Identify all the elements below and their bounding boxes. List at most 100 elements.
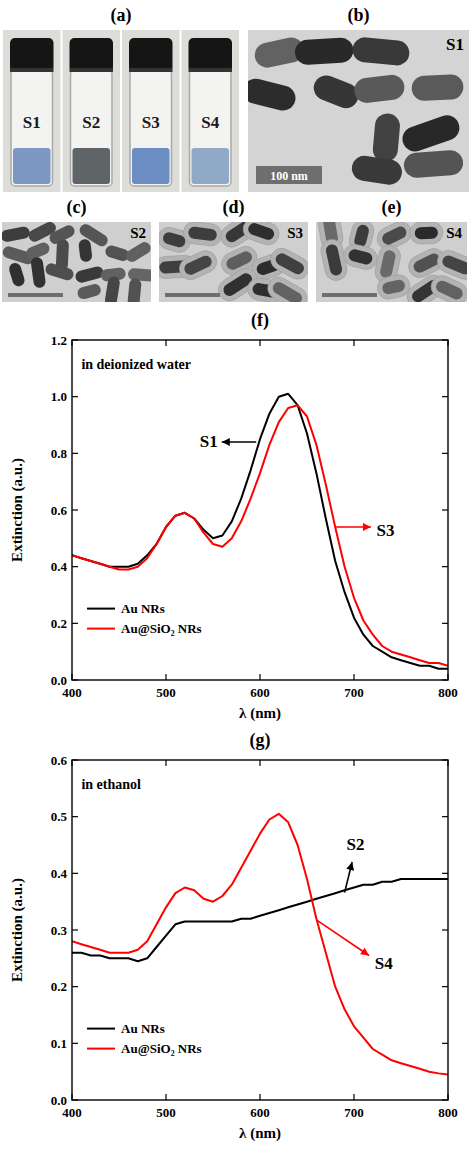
x-tick-label: 700 <box>344 685 364 700</box>
panel-image <box>3 30 239 192</box>
vial-liquid <box>13 148 51 184</box>
vial-glass <box>71 70 113 186</box>
x-tick-top <box>353 340 354 346</box>
annotation-arrow-head <box>346 862 354 871</box>
gold-core <box>44 262 75 282</box>
nanorod <box>353 73 406 104</box>
photo-bg <box>182 30 240 192</box>
legend-label: Au@SiO₂ NRs <box>121 1041 202 1056</box>
nanorod <box>124 240 151 264</box>
vial-label: S2 <box>82 113 100 132</box>
photo-bg <box>122 30 180 192</box>
y-axis-title: Extinction (a.u.) <box>9 458 26 562</box>
legend-label: Au NRs <box>121 1021 165 1036</box>
vial-cap <box>189 38 233 72</box>
annotation-arrow <box>316 920 369 956</box>
panel-image <box>248 30 469 192</box>
scale-bar-label: 100 nm <box>270 169 308 183</box>
vial-liquid <box>73 148 111 184</box>
gold-core <box>30 256 46 288</box>
y-tick <box>72 623 78 624</box>
y-tick-label: 0.2 <box>51 616 67 631</box>
panel-letter: (c) <box>67 197 87 218</box>
nanorod <box>240 222 282 248</box>
nanorod <box>104 276 120 302</box>
silica-shell <box>375 273 412 301</box>
chart-title: (f) <box>251 310 269 331</box>
x-tick <box>353 1094 354 1100</box>
vial-cap-rim <box>10 68 54 72</box>
gold-core <box>2 226 31 243</box>
x-tick <box>259 674 260 680</box>
nanorod <box>176 247 220 283</box>
nanorod <box>310 72 362 112</box>
vial-cap-rim <box>189 68 233 72</box>
gold-core <box>124 240 151 264</box>
sample-label: S4 <box>446 225 462 241</box>
silica-shell <box>341 242 379 272</box>
legend-label: Au@SiO₂ NRs <box>121 621 202 636</box>
gold-core <box>188 226 218 242</box>
figure: (a)S1S2S3S4(b)S1100 nm(c)S2(d)S3(e)S4(f)… <box>0 0 471 1166</box>
nanorod <box>78 239 93 263</box>
nanorod <box>294 37 354 65</box>
x-tick-label: 500 <box>156 685 176 700</box>
vial-cap-rim <box>70 68 114 72</box>
annotation-arrow-head <box>222 438 230 446</box>
gold-core <box>76 283 102 301</box>
scale-bar <box>256 166 322 184</box>
x-tick-top <box>353 760 354 766</box>
gold-core <box>380 225 408 247</box>
y-tick-right <box>442 509 448 510</box>
nanorod <box>372 112 401 163</box>
silica-shell <box>240 222 282 248</box>
gold-core <box>353 73 406 104</box>
vial-label: S4 <box>201 113 219 132</box>
series-annotation: S2 <box>346 835 364 854</box>
nanorod <box>2 226 31 243</box>
silica-shell <box>176 247 220 283</box>
nanorod <box>44 262 75 282</box>
gold-core <box>441 254 467 277</box>
gold-core <box>128 268 151 282</box>
series-annotation: S4 <box>375 954 393 973</box>
gold-core <box>347 248 373 266</box>
nanorod <box>351 36 410 66</box>
legend-swatch <box>87 1048 115 1050</box>
scale-bar <box>322 293 377 297</box>
gold-core <box>381 279 406 296</box>
nanorod <box>403 150 464 179</box>
inner-title: in deionized water <box>81 357 191 372</box>
vial-cap <box>129 38 173 72</box>
scale-bar <box>8 293 63 297</box>
y-tick-label: 0.5 <box>51 809 68 824</box>
gold-core <box>104 244 130 262</box>
plot-lines <box>72 394 448 669</box>
y-tick-right <box>442 623 448 624</box>
y-tick-label: 0.3 <box>51 923 68 938</box>
x-tick-label: 700 <box>344 1105 364 1120</box>
y-tick <box>72 453 78 454</box>
x-tick-top <box>165 760 166 766</box>
x-axis-title: λ (nm) <box>239 1125 281 1142</box>
silica-shell <box>182 222 223 247</box>
nanorod <box>127 278 142 302</box>
nanorod <box>411 74 464 101</box>
y-tick-label: 0.6 <box>51 753 68 768</box>
x-tick <box>165 1094 166 1100</box>
legend-label: Au NRs <box>121 601 165 616</box>
silica-shell <box>264 273 308 302</box>
vial-cap-rim <box>129 68 173 72</box>
nanorod <box>264 273 308 302</box>
y-tick-right <box>442 929 448 930</box>
vial-label: S1 <box>23 113 41 132</box>
gold-core <box>294 37 354 65</box>
chart-title: (g) <box>250 730 271 751</box>
y-tick-label: 0.8 <box>51 446 68 461</box>
gold-core <box>162 231 187 249</box>
panel-letter: (d) <box>223 197 245 218</box>
legend-swatch <box>87 1028 115 1030</box>
vial-liquid <box>132 148 170 184</box>
series-line <box>72 814 448 1075</box>
gold-core <box>182 254 213 277</box>
